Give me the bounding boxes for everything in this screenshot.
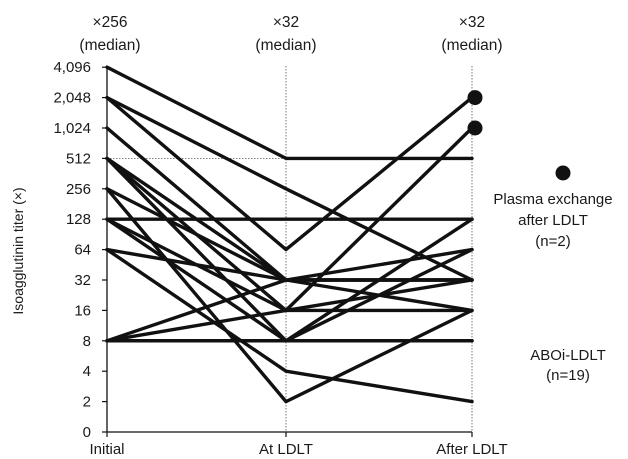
y-tick-label: 32 xyxy=(74,272,91,289)
median-value: ×32 xyxy=(459,14,485,31)
y-tick-label: 128 xyxy=(66,211,91,228)
y-axis-label: Isoagglutinin titer (×) xyxy=(10,187,26,314)
plasma-exchange-dot xyxy=(467,90,483,106)
y-tick-label: 0 xyxy=(83,424,91,441)
median-note: (median) xyxy=(79,37,140,54)
patient-line xyxy=(105,187,474,282)
plasma-exchange-dot xyxy=(467,120,483,136)
legend-aboi-label: ABOi-LDLT xyxy=(530,347,606,364)
y-tick-labels: 0 2 4 8 16 32 64 128 256 512 1,024 2,048 4,096 xyxy=(53,59,91,441)
legend-aboi-count: (n=19) xyxy=(546,367,590,384)
median-value: ×32 xyxy=(273,14,299,31)
x-tick-label: Initial xyxy=(89,441,124,458)
patient-line xyxy=(105,156,474,343)
legend-plasma-exchange-label-2: after LDLT xyxy=(518,212,588,229)
median-value: ×256 xyxy=(93,14,128,31)
patient-line xyxy=(105,247,474,343)
y-tick-label: 2,048 xyxy=(53,90,91,107)
y-tick-label: 512 xyxy=(66,150,91,167)
patient-line xyxy=(105,247,474,404)
y-tick-label: 256 xyxy=(66,181,91,198)
x-tick-label: After LDLT xyxy=(436,441,507,458)
legend: Plasma exchange after LDLT (n=2) ABOi-LD… xyxy=(493,165,613,384)
patient-line xyxy=(105,217,474,313)
legend-plasma-exchange-label: Plasma exchange xyxy=(493,191,612,208)
patient-line xyxy=(105,308,474,343)
y-tick-label: 4,096 xyxy=(53,59,91,76)
patient-line xyxy=(105,278,474,343)
median-note: (median) xyxy=(441,37,502,54)
patient-line xyxy=(105,95,474,282)
legend-plasma-exchange-count: (n=2) xyxy=(535,233,570,250)
patient-line xyxy=(105,65,474,161)
plasma-exchange-markers xyxy=(467,90,483,136)
y-tick-label: 16 xyxy=(74,302,91,319)
y-tick-label: 8 xyxy=(83,333,91,350)
y-tick-label: 4 xyxy=(83,363,91,380)
y-tick-label: 64 xyxy=(74,242,91,259)
y-tick-label: 1,024 xyxy=(53,120,91,137)
y-tick-label: 2 xyxy=(83,394,91,411)
x-tick-label: At LDLT xyxy=(259,441,313,458)
patient-line xyxy=(105,95,474,252)
median-labels: ×256 (median) ×32 (median) ×32 (median) xyxy=(79,14,502,54)
patient-lines xyxy=(105,65,474,404)
legend-plasma-exchange-dot xyxy=(555,165,571,181)
median-note: (median) xyxy=(255,37,316,54)
x-tick-labels: Initial At LDLT After LDLT xyxy=(89,441,507,458)
